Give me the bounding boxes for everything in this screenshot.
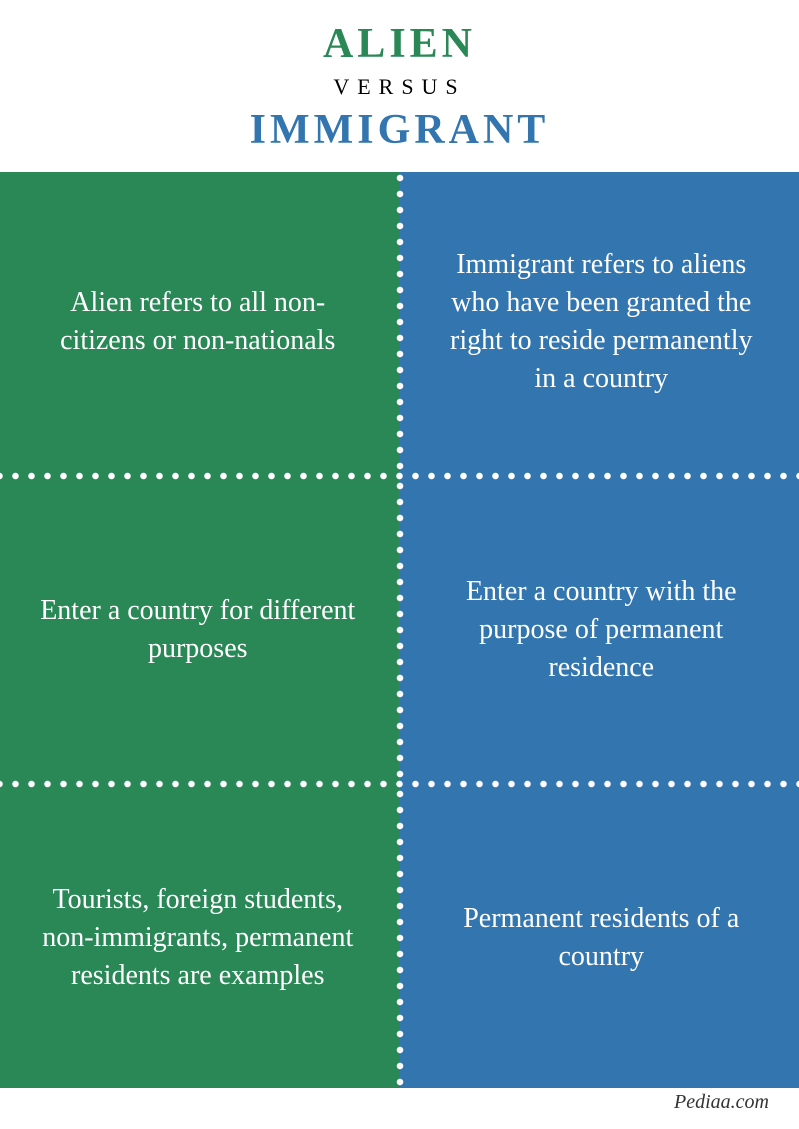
title-term2: IMMIGRANT — [0, 106, 799, 154]
cell-left-2: Enter a country for different purposes — [0, 480, 396, 780]
cell-left-1: Alien refers to all non-citizens or non-… — [0, 172, 396, 472]
row-2: Enter a country for different purposes E… — [0, 480, 799, 780]
cell-right-1: Immigrant refers to aliens who have been… — [404, 172, 799, 472]
row-3: Tourists, foreign students, non-immigran… — [0, 788, 799, 1088]
title-versus: VERSUS — [0, 74, 799, 100]
cell-right-3: Permanent residents of a country — [404, 788, 799, 1088]
header: ALIEN VERSUS IMMIGRANT — [0, 0, 799, 172]
vertical-divider — [396, 788, 404, 1088]
title-term1: ALIEN — [0, 20, 799, 68]
cell-left-3: Tourists, foreign students, non-immigran… — [0, 788, 396, 1088]
comparison-grid: Alien refers to all non-citizens or non-… — [0, 172, 799, 1088]
footer: Pediaa.com — [0, 1088, 799, 1116]
vertical-divider — [396, 480, 404, 780]
horizontal-divider — [0, 472, 799, 480]
vertical-divider — [396, 172, 404, 472]
horizontal-divider — [0, 780, 799, 788]
footer-credit: Pediaa.com — [674, 1091, 769, 1114]
row-1: Alien refers to all non-citizens or non-… — [0, 172, 799, 472]
cell-right-2: Enter a country with the purpose of perm… — [404, 480, 799, 780]
